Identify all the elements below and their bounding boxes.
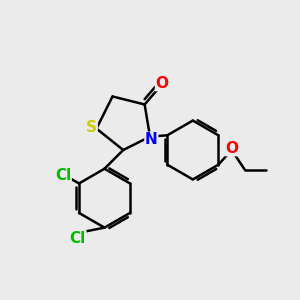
Text: S: S bbox=[86, 120, 97, 135]
Text: Cl: Cl bbox=[70, 231, 86, 246]
Text: N: N bbox=[145, 132, 158, 147]
Text: Cl: Cl bbox=[55, 168, 71, 183]
Text: O: O bbox=[225, 141, 238, 156]
Text: O: O bbox=[155, 76, 169, 91]
